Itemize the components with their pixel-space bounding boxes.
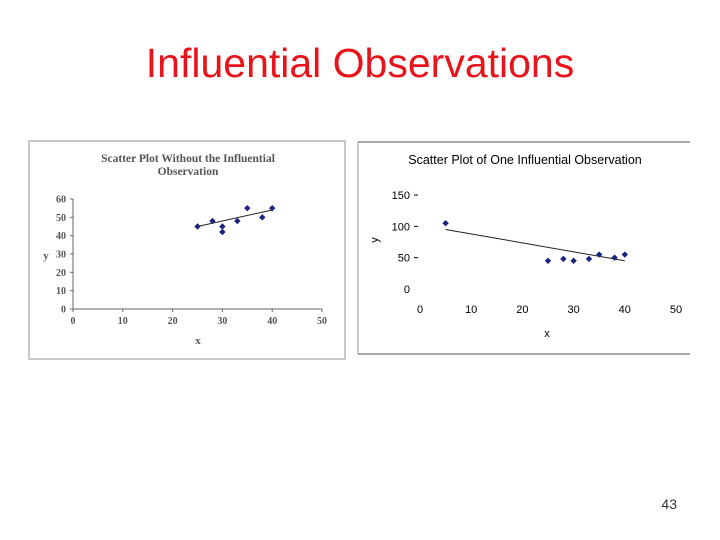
chart2-y-tick-label: 100 <box>392 221 410 233</box>
chart2-x-axis-label: x <box>544 328 550 340</box>
chart1-data-point <box>219 223 226 230</box>
chart2-title: Scatter Plot of One Influential Observat… <box>408 153 642 167</box>
chart2-data-point <box>570 257 577 264</box>
chart1-y-axis-label: y <box>43 250 49 262</box>
chart2-data-point <box>544 257 552 264</box>
chart2-x-tick-label: 20 <box>516 304 528 316</box>
chart2-data-point <box>621 251 628 258</box>
chart2-y-axis-label: y <box>369 237 381 243</box>
chart-one-influential: Scatter Plot of One Influential Observat… <box>357 141 690 355</box>
chart1-data-point <box>194 223 201 230</box>
chart1-x-tick-label: 0 <box>71 316 76 327</box>
chart1-y-tick-label: 20 <box>56 268 66 279</box>
chart1-y-tick-label: 60 <box>56 195 66 206</box>
chart1-y-tick-label: 30 <box>56 250 66 261</box>
chart1-x-tick-label: 40 <box>267 316 277 327</box>
chart1-title-line2: Observation <box>158 166 219 178</box>
chart2-y-tick-label: 0 <box>404 284 410 296</box>
chart2-x-tick-label: 10 <box>465 304 477 316</box>
chart1-data-point <box>269 204 276 212</box>
page-number: 43 <box>661 496 677 512</box>
chart1-svg: Scatter Plot Without the Influential Obs… <box>43 153 327 347</box>
chart1-y-tick-label: 50 <box>56 213 66 224</box>
chart1-data-point <box>219 228 226 236</box>
chart1-y-tick-label: 40 <box>56 231 66 242</box>
chart1-y-tick-label: 10 <box>56 286 66 297</box>
chart2-x-tick-label: 40 <box>619 304 631 316</box>
chart1-data-point <box>234 217 241 225</box>
chart2-x-tick-label: 0 <box>417 304 423 316</box>
chart1-x-tick-label: 10 <box>118 316 128 327</box>
chart2-x-tick-label: 30 <box>567 304 579 316</box>
chart1-x-tick-label: 30 <box>217 316 227 327</box>
chart1-data-point <box>259 214 266 221</box>
chart1-x-tick-label: 50 <box>317 316 327 327</box>
chart-without-influential: Scatter Plot Without the Influential Obs… <box>28 140 346 360</box>
chart2-data-point <box>585 255 593 263</box>
chart2-data-point <box>442 220 449 227</box>
slide-title: Influential Observations <box>145 40 575 86</box>
chart1-data-point <box>244 204 251 212</box>
chart1-x-tick-label: 20 <box>168 316 178 327</box>
chart2-y-tick-label: 50 <box>398 253 410 265</box>
chart2-x-tick-label: 50 <box>670 304 682 316</box>
chart1-x-axis-label: x <box>195 335 201 347</box>
chart1-trendline <box>197 209 273 227</box>
chart2-data-point <box>560 255 567 263</box>
chart2-trendline <box>445 228 625 262</box>
chart1-data-point <box>209 217 216 225</box>
chart1-title-line1: Scatter Plot Without the Influential <box>101 153 275 165</box>
chart1-y-tick-label: 0 <box>61 305 66 316</box>
chart2-y-tick-label: 150 <box>392 190 410 202</box>
